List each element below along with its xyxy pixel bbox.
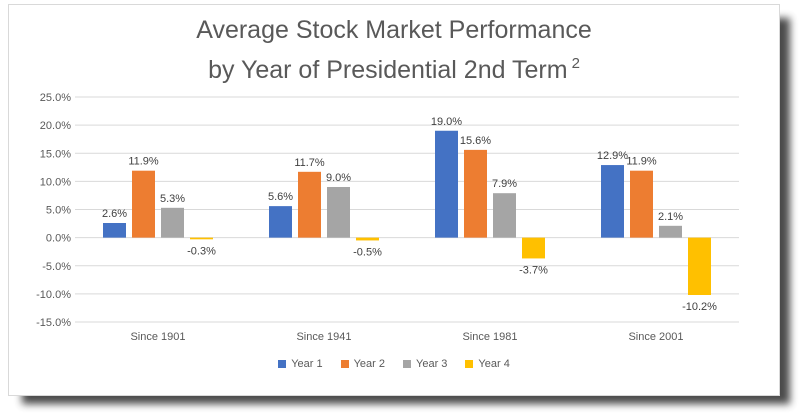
legend-swatch (278, 360, 287, 368)
y-tick-label: -10.0% (36, 289, 71, 301)
y-tick-label: 15.0% (40, 148, 71, 160)
data-label: 12.9% (597, 150, 628, 162)
bar (659, 225, 682, 238)
data-label: -0.5% (353, 246, 382, 258)
y-tick-label: 0.0% (46, 233, 71, 245)
legend-swatch (465, 360, 474, 368)
legend-label: Year 1 (291, 358, 323, 370)
x-category-label: Since 1981 (462, 331, 517, 343)
bar (435, 130, 458, 238)
bar (493, 193, 516, 238)
x-category-label: Since 1941 (296, 331, 351, 343)
data-label: 15.6% (460, 135, 491, 147)
legend-item: Year 1 (278, 358, 323, 370)
legend-item: Year 2 (340, 358, 385, 370)
bar (630, 170, 653, 238)
bar (190, 237, 213, 240)
bar (688, 237, 711, 295)
chart-legend: Year 1 Year 2 Year 3 Year 4 (9, 356, 779, 372)
bar (464, 149, 487, 238)
data-label: -0.3% (187, 245, 216, 257)
y-tick-label: 5.0% (46, 205, 71, 217)
chart-plot-area: 25.0% 20.0% 15.0% 10.0% 5.0% 0.0% -5.0% -10.0% -… (36, 92, 739, 343)
legend-swatch (340, 360, 349, 368)
legend-item: Year 4 (465, 358, 510, 370)
data-label: 9.0% (326, 172, 351, 184)
data-label: 2.1% (658, 211, 683, 223)
legend-label: Year 3 (416, 358, 448, 370)
bar (161, 207, 184, 238)
legend-label: Year 4 (478, 358, 510, 370)
data-label: 5.6% (268, 191, 293, 203)
bar (601, 165, 624, 238)
data-label: 19.0% (431, 116, 462, 128)
data-label: -3.7% (519, 264, 548, 276)
bar (269, 206, 292, 238)
legend-swatch (403, 360, 411, 368)
bar (298, 171, 321, 238)
bar (327, 187, 350, 238)
x-category-label: Since 2001 (628, 331, 683, 343)
chart-title-line2: by Year of Presidential 2nd Term 2 (208, 55, 580, 84)
y-tick-label: -15.0% (36, 317, 71, 329)
bar (522, 237, 545, 259)
y-tick-label: -5.0% (42, 261, 71, 273)
data-label: 11.9% (626, 156, 657, 168)
title-superscript: 2 (571, 55, 580, 72)
x-category-label: Since 1901 (130, 331, 185, 343)
data-label: 11.9% (128, 156, 159, 168)
legend-item: Year 3 (403, 358, 447, 370)
chart-card: Average Stock Market Performance by Year… (8, 4, 780, 396)
bar (103, 223, 126, 238)
legend-label: Year 2 (353, 358, 385, 370)
bar (132, 170, 155, 238)
y-tick-label: 25.0% (40, 92, 71, 104)
data-label: 7.9% (492, 178, 517, 190)
data-label: 2.6% (102, 208, 127, 220)
y-tick-label: 20.0% (40, 120, 71, 132)
data-label: 11.7% (294, 157, 325, 169)
data-label: 5.3% (160, 193, 185, 205)
data-label: -10.2% (682, 301, 717, 313)
chart-title: Average Stock Market Performance (196, 16, 592, 44)
bar (356, 237, 379, 241)
y-tick-label: 10.0% (40, 176, 71, 188)
